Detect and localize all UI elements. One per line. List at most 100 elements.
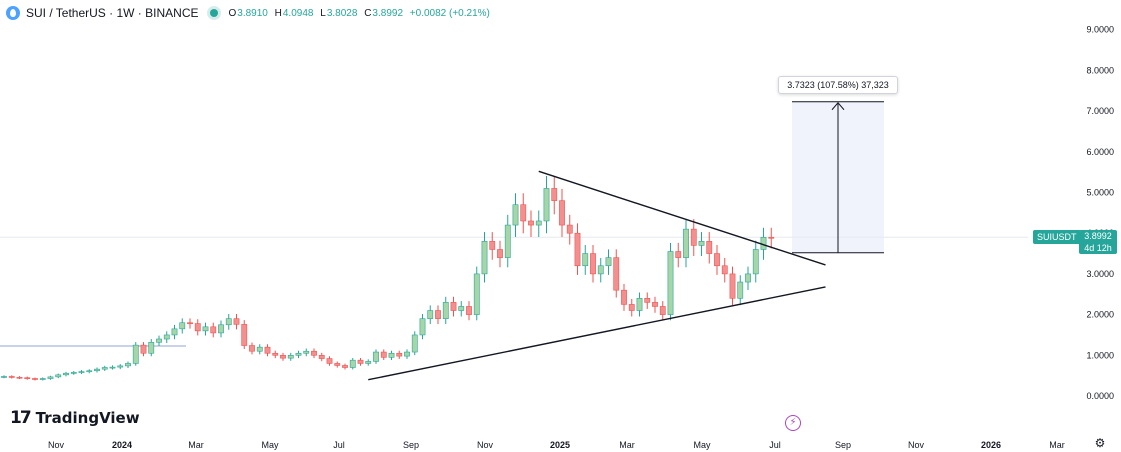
- candle-body: [365, 361, 372, 364]
- candle: [373, 349, 379, 364]
- price-tag-countdown: 4d 12h: [1084, 243, 1112, 253]
- ohlc-high-value: 4.0948: [282, 7, 314, 19]
- candle: [419, 314, 426, 340]
- candle: [187, 318, 193, 329]
- candle: [334, 361, 341, 368]
- time-axis-label: Mar: [188, 440, 204, 450]
- candle: [225, 314, 232, 330]
- candle-body: [1, 376, 7, 378]
- tradingview-logo[interactable]: 17 TradingView: [10, 408, 140, 428]
- candle-body: [621, 289, 627, 305]
- market-status-icon[interactable]: [210, 9, 219, 17]
- price-tag-box: 3.8992 4d 12h: [1079, 230, 1117, 254]
- candle-body: [55, 374, 62, 378]
- candle-body: [303, 350, 310, 354]
- tradingview-logo-text: TradingView: [35, 409, 140, 427]
- price-axis-label: 1.0000: [1086, 350, 1114, 360]
- candle-body: [334, 363, 341, 366]
- candle-body: [280, 354, 286, 359]
- candle: [295, 350, 302, 359]
- candle-body: [311, 350, 317, 356]
- candle: [714, 245, 720, 275]
- candle: [109, 365, 116, 370]
- candle: [47, 375, 54, 380]
- candle-body: [590, 253, 596, 275]
- candle: [163, 331, 170, 344]
- candle-body: [605, 257, 612, 267]
- chart-grid: [0, 236, 1028, 347]
- measure-tool: [792, 101, 884, 254]
- candle-body: [419, 318, 426, 336]
- chart-header: SUI / TetherUS · 1W · BINANCE O3.8910 H4…: [6, 4, 494, 22]
- candle: [628, 298, 635, 317]
- candle-body: [512, 204, 519, 226]
- candle-body: [16, 376, 23, 379]
- candle: [559, 188, 565, 238]
- candle-body: [714, 253, 720, 267]
- ohlc-close-key: C: [364, 7, 372, 19]
- candle: [156, 335, 162, 347]
- candle-body: [659, 306, 666, 315]
- price-axis-label: 6.0000: [1086, 147, 1114, 157]
- candle: [342, 363, 348, 370]
- candle: [132, 342, 139, 366]
- time-axis-label: Nov: [908, 440, 925, 450]
- price-axis-label: 2.0000: [1086, 310, 1114, 320]
- ohlc-low-value: 3.8028: [326, 7, 358, 19]
- time-axis-label: Jul: [333, 440, 345, 450]
- trendline-lower: [368, 286, 826, 381]
- candle: [55, 373, 62, 379]
- candle: [652, 296, 658, 313]
- candle: [39, 377, 46, 381]
- candle-body: [349, 359, 356, 368]
- price-axis-label: 9.0000: [1086, 25, 1114, 35]
- measure-label[interactable]: 3.7323 (107.58%) 37,323: [778, 76, 898, 94]
- flash-icon[interactable]: ⚡: [785, 415, 801, 431]
- candle: [582, 245, 589, 275]
- ohlc-close-value: 3.8992: [372, 7, 404, 19]
- candle: [32, 377, 38, 381]
- candle: [737, 275, 744, 306]
- candle-body: [628, 304, 635, 311]
- candle-body: [140, 344, 147, 354]
- candle: [706, 232, 713, 264]
- candle: [179, 318, 186, 334]
- candle: [427, 305, 434, 325]
- candle-body: [388, 352, 395, 358]
- candle-body: [597, 265, 604, 275]
- ohlc-open-key: O: [228, 7, 237, 19]
- candle: [497, 240, 503, 268]
- candle-body: [543, 188, 550, 222]
- candle-body: [613, 257, 620, 291]
- candle-body: [225, 318, 232, 326]
- candle: [768, 227, 775, 249]
- candle-body: [24, 377, 31, 379]
- candle-body: [210, 326, 217, 334]
- candle: [489, 232, 496, 260]
- candle-body: [458, 306, 465, 311]
- candle-body: [318, 354, 325, 359]
- candle-body: [86, 370, 93, 373]
- chart-title[interactable]: SUI / TetherUS · 1W · BINANCE: [26, 6, 199, 20]
- time-axis-label: May: [261, 440, 279, 450]
- candle: [78, 370, 85, 375]
- candle-body: [380, 351, 387, 358]
- candle: [380, 349, 387, 361]
- candle: [411, 331, 418, 356]
- candle: [287, 352, 294, 361]
- candle: [504, 214, 511, 268]
- candle-body: [396, 352, 403, 357]
- price-axis: 0.00001.00002.00003.00004.00005.00006.00…: [1086, 25, 1114, 401]
- gear-icon[interactable]: ⚙: [1094, 436, 1106, 450]
- candle-body: [698, 241, 705, 246]
- candle-body: [489, 241, 496, 250]
- candle: [566, 214, 573, 245]
- candle-body: [706, 241, 713, 254]
- candle-body: [63, 372, 69, 376]
- candle: [404, 349, 410, 359]
- candle-body: [125, 363, 131, 367]
- candle: [357, 358, 364, 366]
- candle-body: [256, 346, 263, 352]
- candle: [644, 292, 651, 309]
